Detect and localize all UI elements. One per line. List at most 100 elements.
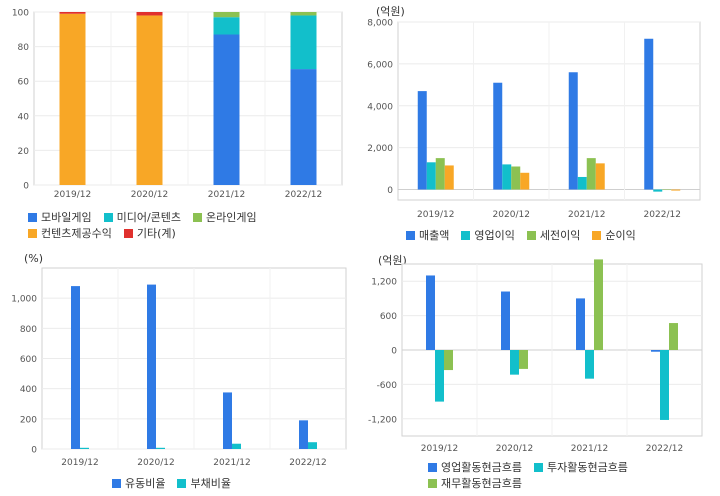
chart2-legend-label: 매출액 [419, 229, 450, 242]
chart2-bar-0-0 [417, 91, 427, 190]
chart1-ytick-label: 0 [23, 182, 29, 192]
chart3-legend: 유동비율 부채비율 [112, 476, 243, 492]
chart2-ytick-label: 4,000 [367, 102, 393, 112]
chart3-unit: (%) [24, 252, 44, 265]
chart3-panel: (%) 0 200 400 600 800 1,000 2019/12 2020/12 2021… [0, 248, 360, 496]
chart2-panel: (억원) 0 2,000 4,000 6,000 8,000 2019/12 2020/12… [360, 0, 720, 248]
chart3-xtick-label: 2022/12 [289, 458, 326, 468]
chart1-bar-3-0 [59, 13, 86, 186]
chart2-bar-1-3 [653, 189, 663, 192]
chart4-legend-swatch [428, 479, 437, 488]
chart2-bar-1-0 [426, 162, 436, 190]
chart3-legend-swatch [112, 479, 121, 488]
chart1-plot: 0 20 40 60 80 100 2019/12 2020/12 2021/12 2022/12 [12, 9, 343, 200]
chart2-legend-swatch [592, 231, 602, 240]
chart1-ytick-label: 20 [18, 147, 30, 157]
chart3-xtick-label: 2021/12 [213, 458, 250, 468]
chart4-bar-0-0 [426, 275, 435, 350]
chart3-ytick-label: 600 [20, 355, 37, 365]
chart2-legend-swatch [526, 231, 536, 240]
chart2-legend-label: 영업이익 [474, 229, 515, 242]
chart4-xtick-label: 2020/12 [496, 444, 533, 454]
chart4-bar-0-2 [576, 298, 585, 350]
chart2-bar-3-1 [520, 172, 530, 190]
chart2-xtick-label: 2019/12 [417, 210, 454, 220]
chart4-ytick-label: 1,200 [371, 278, 397, 288]
chart4-xtick-label: 2021/12 [571, 444, 608, 454]
chart2-bar-2-3 [662, 189, 672, 191]
chart4-ytick-label: -600 [377, 381, 398, 391]
chart1-bar-1-2 [213, 17, 240, 35]
chart2-legend-item: 세전이익 [526, 228, 581, 244]
chart2-ytick-label: 0 [387, 186, 393, 196]
chart4-legend-item: 재무활동현금흐름 [428, 476, 522, 492]
chart1-ytick-label: 80 [18, 43, 30, 53]
chart3-xtick-label: 2019/12 [61, 458, 98, 468]
chart4-xtick-label: 2019/12 [421, 444, 458, 454]
chart4-xtick-label: 2022/12 [646, 444, 683, 454]
chart3-legend-swatch [177, 479, 187, 488]
chart3-legend-row: 유동비율 부채비율 [112, 476, 243, 492]
chart2-xtick-label: 2021/12 [568, 210, 605, 220]
chart2-legend-swatch [461, 231, 471, 240]
chart3-plot: 0 200 400 600 800 1,000 2019/12 2020/12 2021/12 2… [11, 267, 347, 468]
chart2-bar-0-1 [493, 82, 503, 190]
chart1-panel: 0 20 40 60 80 100 2019/12 2020/12 2021/12 2022/12… [0, 0, 360, 248]
chart2-xtick-label: 2022/12 [644, 210, 681, 220]
chart4-bar-2-2 [594, 259, 603, 350]
chart4-legend-label: 재무활동현금흐름 [441, 477, 522, 490]
chart4-unit: (억원) [378, 254, 407, 267]
chart1-xtick-label: 2019/12 [54, 190, 91, 200]
chart3-bar-0-3 [299, 420, 308, 449]
chart1-legend-swatch [103, 213, 113, 222]
chart1-legend-swatch [28, 229, 37, 238]
chart2-bar-1-2 [577, 176, 587, 190]
chart1-legend-label: 컨텐츠제공수익 [41, 227, 112, 240]
chart1-ytick-label: 60 [18, 78, 30, 88]
chart2-bar-0-2 [568, 72, 578, 190]
chart1-legend-label: 모바일게임 [41, 211, 92, 224]
chart1-xtick-label: 2020/12 [131, 190, 168, 200]
chart1-legend-item: 미디어/콘텐츠 [103, 210, 182, 226]
chart1-bar-0-3 [290, 69, 317, 185]
chart3-ytick-label: 800 [20, 325, 37, 335]
chart1-legend-swatch [193, 213, 203, 222]
chart3-ytick-label: 400 [20, 385, 37, 395]
chart3-legend-item: 부채비율 [177, 476, 231, 492]
chart3-ytick-label: 1,000 [11, 295, 37, 305]
chart1-legend-row: 모바일게임 미디어/콘텐츠 온라인게임 [28, 210, 269, 226]
chart2-bar-2-1 [511, 166, 521, 190]
chart2-ytick-label: 2,000 [367, 144, 393, 154]
chart3-bar-1-3 [308, 442, 317, 449]
chart2-xtick-label: 2020/12 [493, 210, 530, 220]
chart2-ytick-label: 8,000 [367, 19, 393, 29]
chart3-legend-label: 부채비율 [190, 477, 231, 490]
chart1-legend-swatch [28, 213, 37, 222]
chart2-bar-3-3 [671, 189, 681, 191]
chart4-legend-row: 재무활동현금흐름 [428, 476, 640, 492]
chart4-legend-swatch [428, 463, 437, 472]
chart2-legend: 매출액 영업이익 세전이익 순이익 [406, 228, 648, 244]
chart1-legend-label: 미디어/콘텐츠 [116, 211, 182, 224]
chart2-bar-1-1 [502, 164, 512, 190]
chart1-bar-2-2 [213, 12, 240, 18]
chart1-bar-4-1 [136, 12, 163, 16]
chart1-legend-item: 온라인게임 [193, 210, 257, 226]
chart2-legend-row: 매출액 영업이익 세전이익 순이익 [406, 228, 648, 244]
chart1-legend-row: 컨텐츠제공수익 기타(계) [28, 226, 269, 242]
chart2-bar-2-2 [586, 158, 596, 190]
chart2-legend-item: 매출액 [406, 228, 449, 244]
chart3-legend-item: 유동비율 [112, 476, 165, 492]
chart1-ytick-label: 100 [12, 9, 29, 19]
chart1-bar-4-0 [59, 12, 86, 14]
chart2-legend-label: 세전이익 [539, 229, 581, 242]
chart2-bar-3-0 [444, 165, 454, 190]
chart4-bar-2-0 [444, 350, 453, 371]
chart4-bar-2-3 [669, 323, 678, 350]
chart1-ytick-label: 40 [18, 112, 30, 122]
chart1-xtick-label: 2021/12 [208, 190, 245, 200]
chart4-bar-1-1 [510, 350, 519, 375]
chart3-ytick-label: 200 [20, 415, 37, 425]
chart1-legend-label: 온라인게임 [206, 211, 257, 224]
